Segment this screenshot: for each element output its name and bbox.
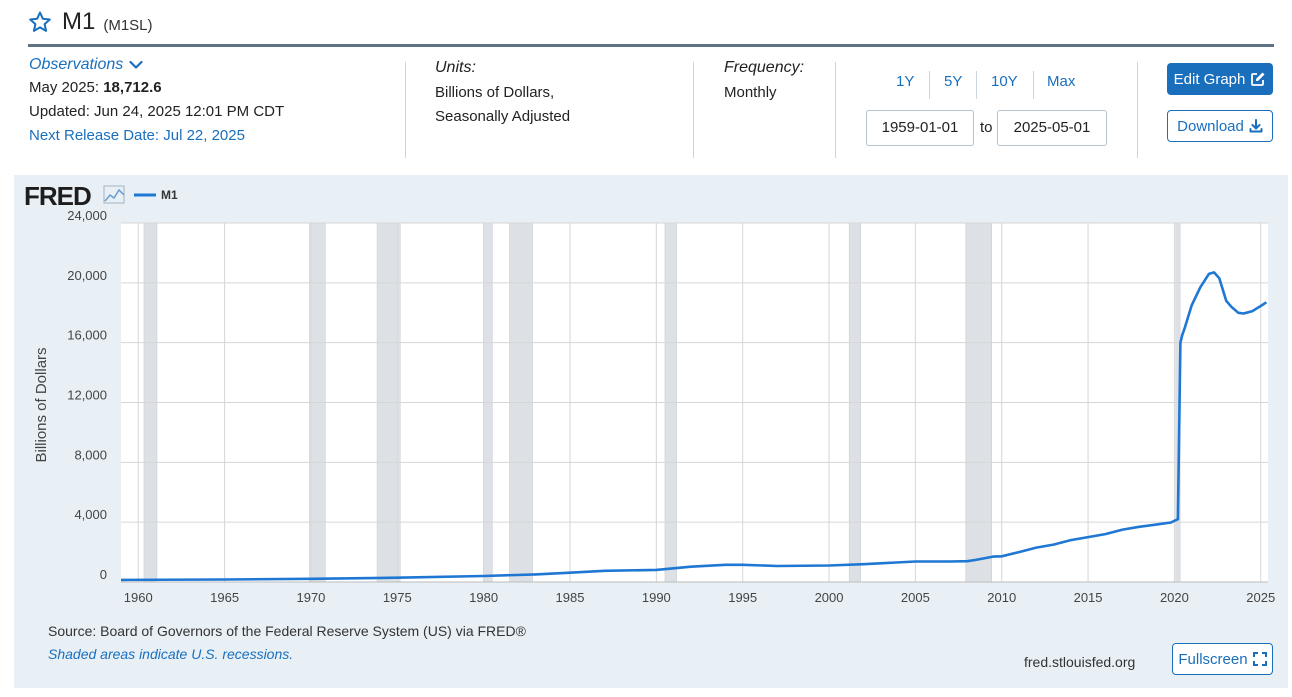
meta-divider bbox=[693, 62, 694, 158]
x-tick-label: 1980 bbox=[469, 590, 498, 605]
meta-divider bbox=[405, 62, 406, 158]
fullscreen-icon bbox=[1252, 652, 1267, 666]
fred-logo: FRED bbox=[24, 181, 125, 211]
units-line-1: Billions of Dollars, bbox=[435, 84, 555, 101]
y-tick-label: 12,000 bbox=[67, 388, 107, 403]
latest-observation: May 2025: 18,712.6 bbox=[29, 76, 399, 100]
updated-timestamp: Updated: Jun 24, 2025 12:01 PM CDT bbox=[29, 103, 285, 120]
end-date-input[interactable]: 2025-05-01 bbox=[997, 110, 1107, 146]
source-note: Source: Board of Governors of the Federa… bbox=[48, 623, 526, 639]
x-tick-label: 2015 bbox=[1074, 590, 1103, 605]
x-tick-label: 1985 bbox=[556, 590, 585, 605]
range-separator bbox=[1033, 71, 1034, 99]
graph-trend-icon bbox=[103, 185, 125, 204]
x-tick-label: 2005 bbox=[901, 590, 930, 605]
y-tick-label: 0 bbox=[100, 567, 107, 582]
range-max-button[interactable]: Max bbox=[1047, 73, 1076, 90]
y-axis-title: Billions of Dollars bbox=[33, 347, 50, 462]
range-separator bbox=[929, 71, 930, 99]
range-1y-button[interactable]: 1Y bbox=[896, 73, 915, 90]
units-section: Units: Billions of Dollars, Seasonally A… bbox=[435, 56, 675, 162]
observations-label[interactable]: Observations bbox=[29, 56, 124, 73]
title-divider bbox=[28, 44, 1274, 47]
x-tick-label: 1990 bbox=[642, 590, 671, 605]
frequency-section: Frequency: Monthly bbox=[724, 56, 824, 162]
range-5y-button[interactable]: 5Y bbox=[944, 73, 963, 90]
chevron-down-icon[interactable] bbox=[129, 60, 143, 70]
chart-panel: FRED M1 Billions of Dollars 0 4,000 8,000 1… bbox=[14, 175, 1288, 688]
series-code: (M1SL) bbox=[103, 16, 153, 34]
observations-dropdown[interactable]: Observations bbox=[29, 56, 399, 74]
frequency-value: Monthly bbox=[724, 84, 777, 101]
edit-graph-label: Edit Graph bbox=[1173, 70, 1246, 88]
range-separator bbox=[976, 71, 977, 99]
fred-site-label: fred.stlouisfed.org bbox=[1024, 654, 1136, 670]
x-tick-label: 1970 bbox=[296, 590, 325, 605]
meta-divider bbox=[835, 62, 836, 158]
x-tick-label: 1975 bbox=[383, 590, 412, 605]
chart-legend: M1 bbox=[134, 188, 178, 202]
download-label: Download bbox=[1177, 117, 1244, 135]
series-title-row: M1 (M1SL) bbox=[28, 6, 153, 38]
download-button[interactable]: Download bbox=[1167, 110, 1273, 142]
x-tick-label: 2020 bbox=[1160, 590, 1189, 605]
recession-note-link[interactable]: Shaded areas indicate U.S. recessions. bbox=[48, 646, 294, 662]
start-date-input[interactable]: 1959-01-01 bbox=[866, 110, 974, 146]
download-icon bbox=[1249, 119, 1263, 133]
frequency-label: Frequency: bbox=[724, 59, 805, 76]
x-tick-label: 1995 bbox=[728, 590, 757, 605]
y-tick-label: 16,000 bbox=[67, 328, 107, 343]
range-10y-button[interactable]: 10Y bbox=[991, 73, 1018, 90]
edit-icon bbox=[1251, 72, 1265, 86]
x-tick-label: 1965 bbox=[210, 590, 239, 605]
units-line-2: Seasonally Adjusted bbox=[435, 108, 571, 125]
y-tick-label: 8,000 bbox=[74, 447, 107, 462]
x-tick-label: 2010 bbox=[987, 590, 1016, 605]
meta-divider bbox=[1137, 62, 1138, 158]
fullscreen-button[interactable]: Fullscreen bbox=[1172, 643, 1273, 675]
latest-observation-value: 18,712.6 bbox=[103, 79, 162, 96]
fullscreen-label: Fullscreen bbox=[1178, 650, 1248, 668]
observations-section: Observations May 2025: 18,712.6 Updated:… bbox=[29, 56, 399, 162]
series-line-m1[interactable] bbox=[120, 271, 1268, 582]
latest-observation-label: May 2025: bbox=[29, 79, 100, 96]
units-label: Units: bbox=[435, 59, 476, 76]
x-tick-label: 2000 bbox=[815, 590, 844, 605]
edit-graph-button[interactable]: Edit Graph bbox=[1167, 63, 1273, 95]
y-tick-label: 4,000 bbox=[74, 507, 107, 522]
star-outline-icon[interactable] bbox=[28, 10, 52, 34]
y-tick-label: 20,000 bbox=[67, 268, 107, 283]
date-range-to-label: to bbox=[980, 119, 993, 136]
x-tick-label: 2025 bbox=[1246, 590, 1275, 605]
fred-logo-text: FRED bbox=[24, 181, 91, 211]
y-tick-label: 24,000 bbox=[67, 208, 107, 223]
x-tick-label: 1960 bbox=[124, 590, 153, 605]
legend-label-m1: M1 bbox=[161, 188, 178, 202]
next-release-link[interactable]: Next Release Date: Jul 22, 2025 bbox=[29, 127, 245, 144]
m1-line-chart[interactable]: FRED M1 Billions of Dollars 0 4,000 8,000 1… bbox=[14, 175, 1288, 615]
series-title: M1 bbox=[62, 8, 96, 35]
